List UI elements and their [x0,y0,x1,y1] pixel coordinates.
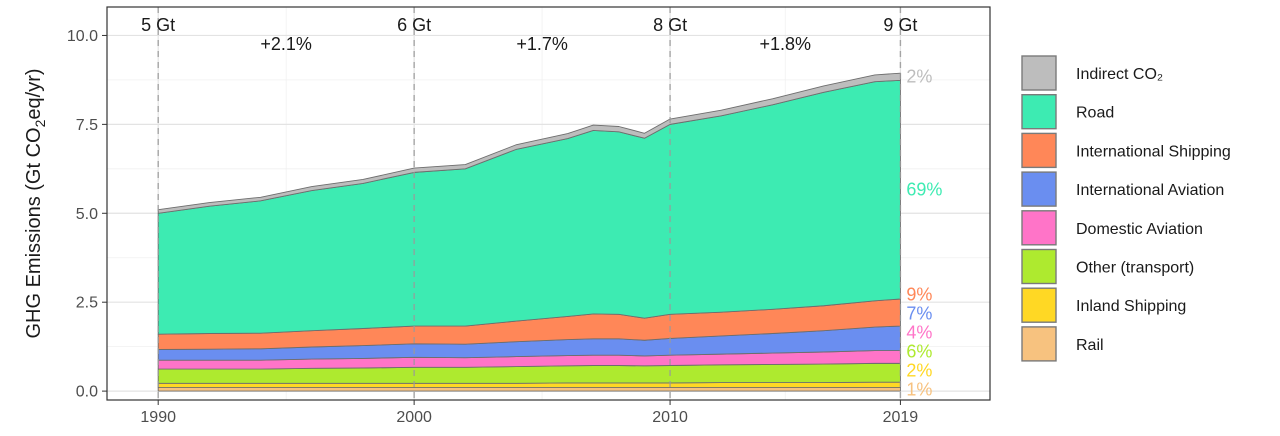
milestone-label: 5 Gt [141,15,175,35]
share-label: 4% [906,322,932,342]
legend-label: Other (transport) [1076,260,1194,277]
y-axis-label-subscript: 2 [32,119,48,127]
legend-label: Inland Shipping [1076,298,1186,315]
growth-rate-label: +1.8% [759,34,811,54]
legend-key [1021,55,1057,91]
legend: Indirect CO₂ Road International Shipping In… [1021,55,1231,362]
x-tick-label: 1990 [140,409,176,426]
legend-label: International Aviation [1076,182,1224,199]
y-axis-label: GHG Emissions (Gt CO2eq/yr) [23,68,48,338]
legend-label: Indirect CO₂ [1076,66,1163,83]
legend-label: Road [1076,105,1114,122]
milestone-label: 8 Gt [653,15,687,35]
legend-key [1021,171,1057,207]
y-tick-label: 0.0 [76,384,98,401]
area-rail [157,387,901,392]
y-tick-label: 2.5 [76,295,98,312]
legend-key [1021,248,1057,285]
y-tick-label: 7.5 [76,117,98,134]
legend-key [1021,210,1057,246]
share-label: 1% [906,379,932,399]
milestone-label: 6 Gt [397,15,431,35]
y-axis-label-group: GHG Emissions (Gt CO2eq/yr) [23,68,48,338]
legend-key [1021,287,1057,323]
plot-area: 5 Gt 6 Gt 8 Gt 9 Gt+2.1% +1.7% +1.8%1%2%6%4%7… [67,6,991,426]
x-tick-label: 2000 [396,409,432,426]
legend-key [1021,326,1057,362]
legend-label: International Shipping [1076,143,1231,160]
y-tick-label: 5.0 [76,206,98,223]
share-label: 2% [906,67,932,87]
milestone-label: 9 Gt [883,15,917,35]
x-tick-label: 2010 [652,409,688,426]
share-label: 7% [906,303,932,323]
legend-key [1021,93,1057,130]
panel-border [106,6,991,401]
share-label: 2% [906,360,932,380]
growth-rate-label: +1.7% [516,34,568,54]
legend-label: Rail [1076,337,1104,354]
legend-key [1021,132,1057,169]
y-axis-label-prefix: GHG Emissions (Gt CO [23,127,45,338]
share-label: 9% [906,284,932,304]
share-label: 6% [906,341,932,361]
y-tick-label: 10.0 [67,28,98,45]
share-label: 69% [906,180,942,200]
growth-rate-label: +2.1% [260,34,312,54]
x-tick-label: 2019 [883,409,919,426]
y-axis-label-suffix: eq/yr) [23,68,45,119]
legend-label: Domestic Aviation [1076,221,1203,238]
